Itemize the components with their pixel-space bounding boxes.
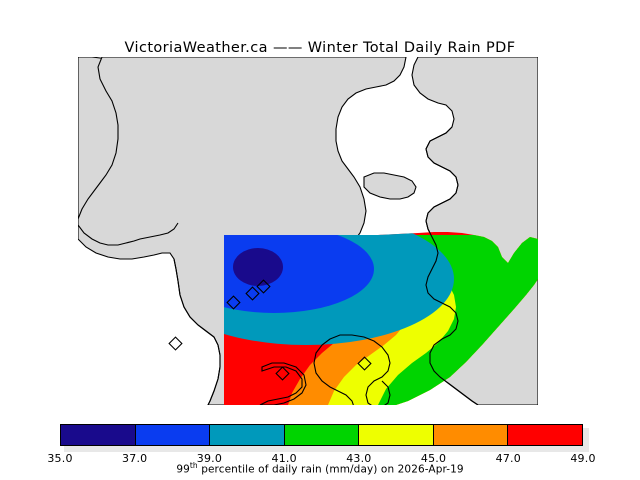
contour-map xyxy=(78,57,538,405)
colorbar-band-39.0-41.0 xyxy=(210,425,285,445)
diamond-marker xyxy=(275,366,290,381)
colorbar-band-37.0-39.0 xyxy=(135,425,211,445)
coastline-central-overlay xyxy=(173,258,221,405)
colorbar-band-47.0-49.0 xyxy=(508,425,583,445)
page-title: VictoriaWeather.ca —— Winter Total Daily… xyxy=(124,40,516,56)
colorbar-tick-labels: 35.0 37.0 39.0 41.0 43.0 45.0 47.0 49.0 xyxy=(0,452,640,466)
colorbar-tick-49.0: 49.0 xyxy=(570,452,596,465)
diamond-marker xyxy=(168,336,183,351)
caption-prefix: 99 xyxy=(176,463,190,476)
caption-superscript: th xyxy=(189,461,198,470)
map-svg xyxy=(78,57,538,405)
colorbar-tick-45.0: 45.0 xyxy=(420,452,447,465)
colorbar-tick-47.0: 47.0 xyxy=(495,452,521,465)
colorbar-tick-37.0: 37.0 xyxy=(122,452,148,465)
colorbar-caption: 99th percentile of daily rain (mm/day) o… xyxy=(0,461,640,476)
colorbar-tick-39.0: 39.0 xyxy=(196,452,223,465)
coastline-east-overlay xyxy=(425,126,479,405)
landmass-island-north xyxy=(363,172,417,200)
diamond-marker xyxy=(226,295,241,310)
colorbar-bands xyxy=(60,424,583,446)
coastline-west-overlay xyxy=(78,222,179,246)
island-outline-south xyxy=(259,362,307,405)
contour-band-35-37 xyxy=(233,248,283,286)
station-markers xyxy=(168,279,372,381)
colorbar-band-43.0-45.0 xyxy=(359,425,434,445)
colorbar-tick-35.0: 35.0 xyxy=(47,452,73,465)
diamond-marker xyxy=(245,286,260,301)
colorbar xyxy=(60,424,589,452)
colorbar-band-45.0-47.0 xyxy=(433,425,509,445)
diamond-marker xyxy=(357,356,372,371)
colorbar-band-41.0-43.0 xyxy=(284,425,360,445)
colorbar-tick-41.0: 41.0 xyxy=(271,452,297,465)
island-outline-center xyxy=(313,334,391,405)
caption-suffix: percentile of daily rain (mm/day) on 202… xyxy=(197,463,464,476)
colorbar-band-35.0-37.0 xyxy=(61,425,136,445)
colorbar-tick-43.0: 43.0 xyxy=(346,452,372,465)
diamond-marker xyxy=(256,279,271,294)
